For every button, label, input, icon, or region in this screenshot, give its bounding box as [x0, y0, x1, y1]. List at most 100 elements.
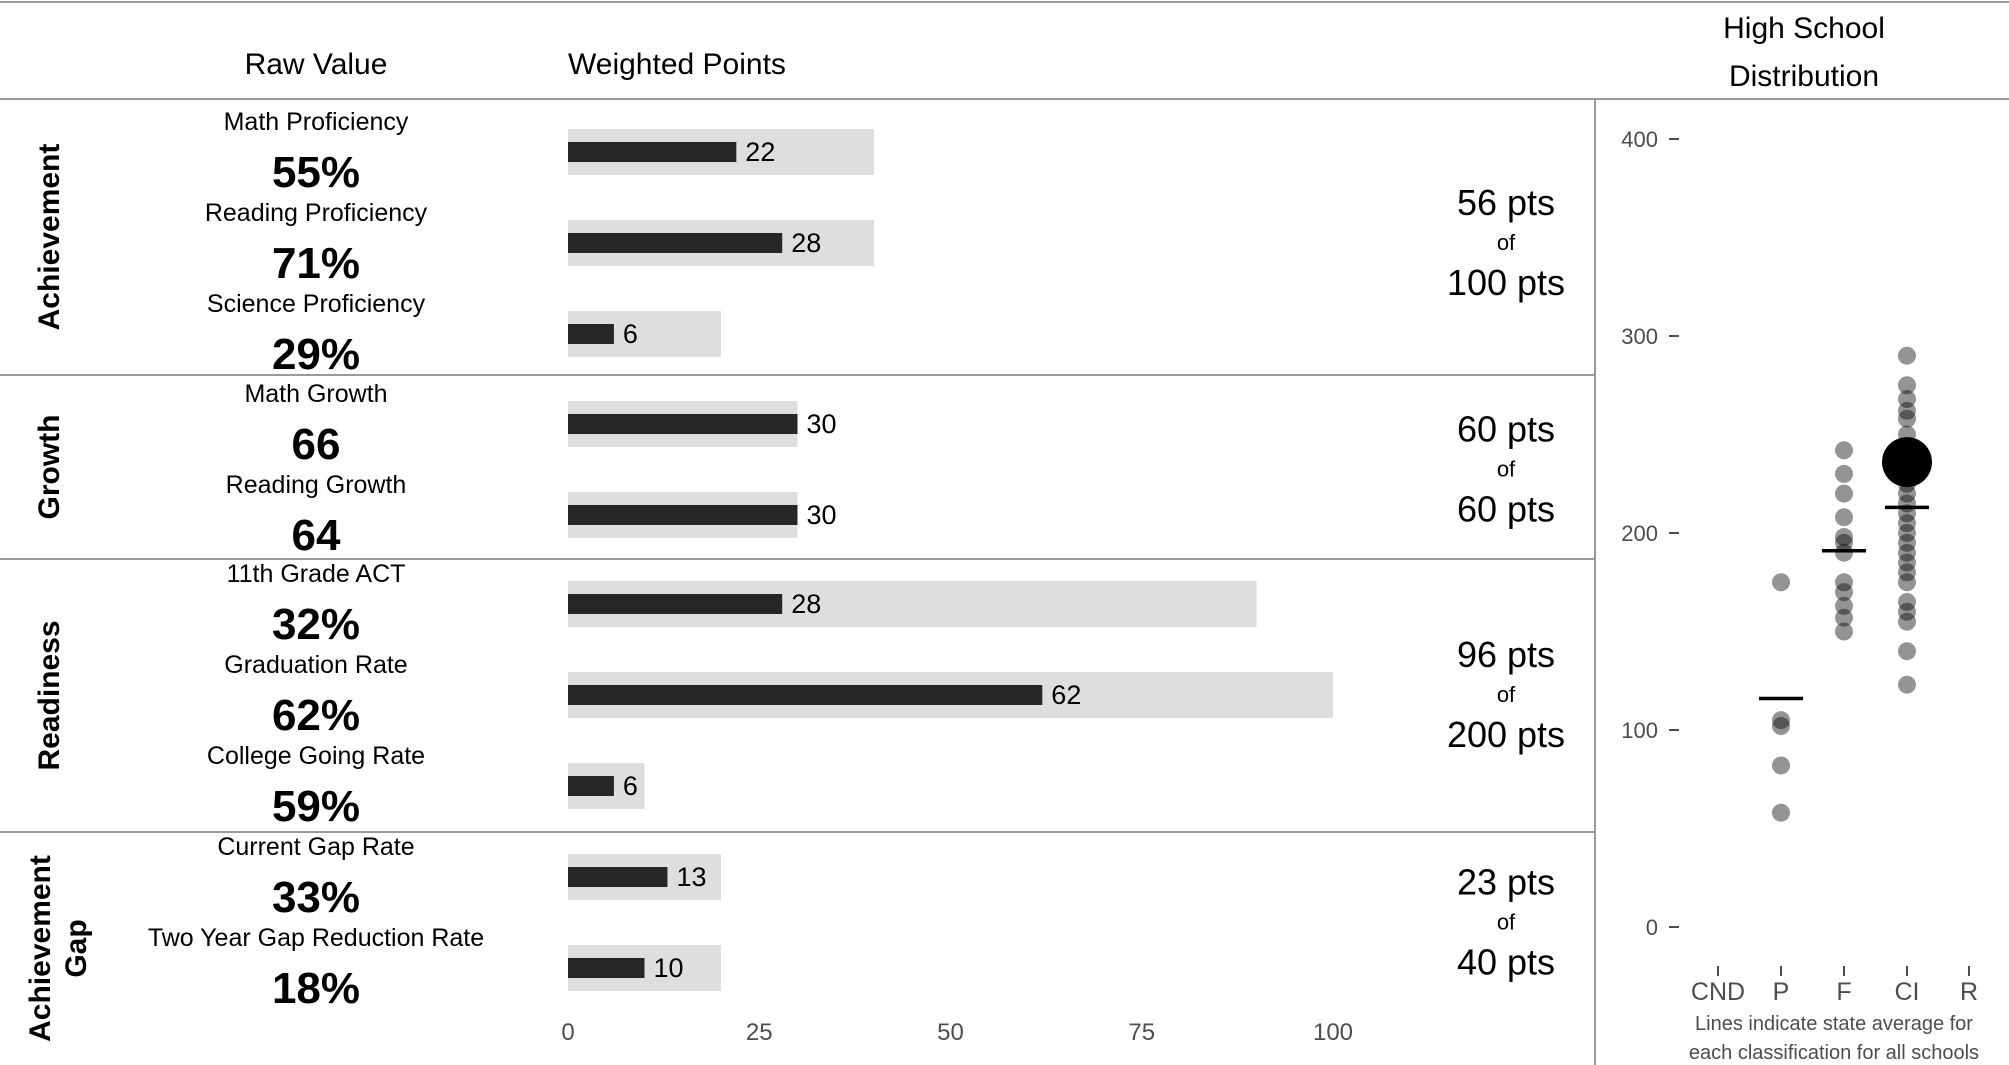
metric-name: Math Growth: [244, 380, 387, 408]
metric-name: Reading Proficiency: [205, 199, 428, 227]
school-point: [1835, 464, 1853, 483]
metric-value: 59%: [272, 782, 360, 831]
school-point: [1898, 553, 1916, 572]
metric-name: 11th Grade ACT: [227, 560, 406, 588]
bar-points: [568, 594, 783, 614]
school-point: [1835, 573, 1853, 592]
bar-value-label: 22: [745, 137, 775, 167]
axis-tick-label: 75: [1128, 1019, 1155, 1046]
metric-value: 71%: [272, 239, 360, 288]
section-2: Readiness 11th Grade ACT 32% 28 Graduation R…: [33, 560, 1565, 831]
school-point: [1898, 612, 1916, 631]
school-point: [1898, 592, 1916, 611]
school-point: [1835, 608, 1853, 627]
distribution-y-tick-label: 100: [1621, 718, 1658, 743]
section-total-max: 40 pts: [1457, 942, 1555, 983]
metric-row: Reading Proficiency 71% 28: [205, 199, 874, 288]
bar-value-label: 28: [791, 589, 821, 619]
distribution-note-line2: each classification for all schools: [1689, 1042, 1979, 1064]
distribution-category-label: CI: [1895, 978, 1920, 1006]
metric-value: 33%: [272, 873, 360, 922]
axis-tick-label: 25: [746, 1019, 773, 1046]
section-total-points: 96 pts: [1457, 634, 1555, 675]
school-point: [1898, 401, 1916, 420]
metric-name: Reading Growth: [226, 471, 407, 499]
bar-points: [568, 414, 798, 434]
metric-value: 18%: [272, 964, 360, 1013]
bar-value-label: 10: [654, 953, 684, 983]
distribution-y-tick-label: 300: [1621, 324, 1658, 349]
section-total-max: 100 pts: [1447, 262, 1565, 303]
school-point: [1898, 573, 1916, 592]
axis-tick-label: 100: [1313, 1019, 1353, 1046]
school-point: [1898, 602, 1916, 621]
school-point: [1898, 484, 1916, 503]
section-total-points: 56 pts: [1457, 182, 1555, 223]
section-0: Achievement Math Proficiency 55% 22 Reading …: [33, 108, 1565, 379]
school-point: [1772, 573, 1790, 592]
weighted-points-axis: 0 25 50 75 100: [561, 1019, 1353, 1046]
metric-value: 62%: [272, 691, 360, 740]
school-point: [1835, 543, 1853, 562]
school-point: [1772, 717, 1790, 736]
bar-value-label: 6: [623, 771, 638, 801]
bar-points: [568, 685, 1043, 705]
bar-value-label: 28: [791, 228, 821, 258]
bar-value-label: 6: [623, 319, 638, 349]
header-distribution-line2: Distribution: [1729, 60, 1879, 93]
metric-row: Current Gap Rate 33% 13: [217, 833, 721, 922]
school-point: [1898, 543, 1916, 562]
metric-value: 32%: [272, 600, 360, 649]
section-total-points: 60 pts: [1457, 409, 1555, 450]
section-total-points: 23 pts: [1457, 862, 1555, 903]
metric-row: 11th Grade ACT 32% 28: [227, 560, 1257, 649]
distribution-y-tick-label: 200: [1621, 521, 1658, 546]
metric-row: Math Growth 66 30: [244, 380, 836, 469]
school-point: [1772, 756, 1790, 775]
section-label: Readiness: [33, 620, 66, 770]
section-total-of: of: [1497, 910, 1516, 935]
school-point: [1835, 441, 1853, 460]
axis-tick-label: 50: [937, 1019, 964, 1046]
bar-points: [568, 776, 614, 796]
section-label: Achievement Gap: [24, 855, 93, 1042]
distribution-category-label: CND: [1691, 978, 1745, 1006]
distribution-note-line1: Lines indicate state average for: [1695, 1013, 1973, 1035]
header-raw-value: Raw Value: [245, 48, 388, 81]
school-point: [1898, 563, 1916, 582]
bar-value-label: 30: [807, 409, 837, 439]
school-point: [1835, 527, 1853, 546]
header-distribution-line1: High School: [1723, 12, 1885, 45]
metric-value: 55%: [272, 148, 360, 197]
metric-row: Two Year Gap Reduction Rate 18% 10: [148, 924, 721, 1013]
section-label: Growth: [33, 415, 66, 520]
metric-row: Math Proficiency 55% 22: [224, 108, 874, 197]
school-point: [1772, 803, 1790, 822]
bar-value-label: 13: [676, 862, 706, 892]
bar-value-label: 62: [1051, 680, 1081, 710]
school-point: [1835, 533, 1853, 552]
section-label-line: Gap: [60, 919, 93, 977]
metric-value: 29%: [272, 330, 360, 379]
section-1: Growth Math Growth 66 30 Reading Growth 64 30 6…: [33, 380, 1555, 560]
bar-points: [568, 142, 737, 162]
metric-name: Graduation Rate: [224, 651, 407, 679]
axis-tick-label: 0: [561, 1019, 574, 1046]
bar-points: [568, 505, 798, 525]
school-point: [1898, 390, 1916, 409]
school-point: [1898, 376, 1916, 395]
school-point: [1898, 533, 1916, 552]
metric-name: Math Proficiency: [224, 108, 409, 136]
distribution-y-tick-label: 0: [1646, 915, 1658, 940]
bar-value-label: 30: [807, 500, 837, 530]
school-point: [1835, 508, 1853, 527]
bar-points: [568, 867, 668, 887]
school-point: [1835, 583, 1853, 602]
section-total-of: of: [1497, 682, 1516, 707]
metric-name: College Going Rate: [207, 742, 425, 770]
metric-name: Science Proficiency: [207, 290, 426, 318]
metric-value: 66: [292, 420, 341, 469]
school-point: [1835, 596, 1853, 615]
school-point: [1835, 484, 1853, 503]
bar-points: [568, 958, 645, 978]
